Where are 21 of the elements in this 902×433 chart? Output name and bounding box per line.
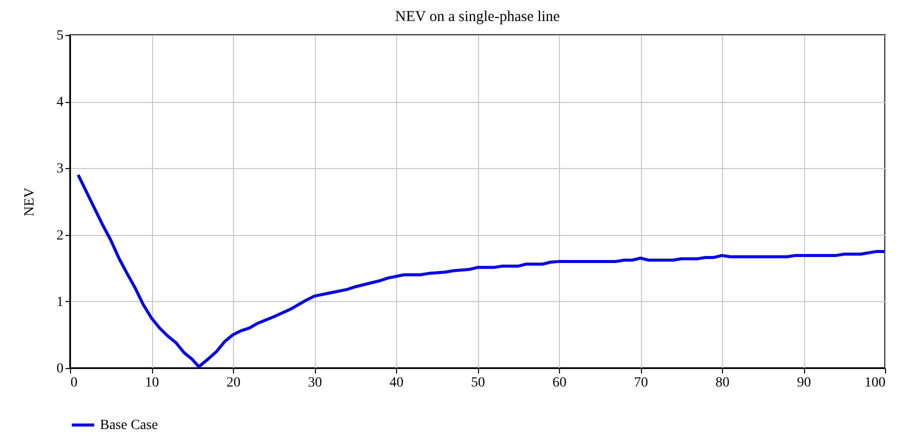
y-tick-label: 0 bbox=[56, 362, 64, 376]
y-tick-label: 2 bbox=[56, 228, 64, 244]
x-tick-label: 50 bbox=[471, 376, 485, 390]
chart-title: NEV on a single-phase line bbox=[395, 9, 560, 25]
x-tick-label: 30 bbox=[308, 376, 322, 390]
x-tick-label: 70 bbox=[634, 376, 648, 390]
y-axis-title: NEV bbox=[22, 188, 38, 216]
x-tick-label: 0 bbox=[70, 376, 78, 390]
x-tick-label: 90 bbox=[797, 376, 811, 390]
y-tick-label: 1 bbox=[56, 294, 64, 310]
x-tick-label: 100 bbox=[864, 376, 886, 390]
x-tick-label: 40 bbox=[390, 376, 404, 390]
y-tick-label: 5 bbox=[56, 28, 64, 44]
legend-label: Base Case bbox=[100, 418, 158, 433]
y-tick-label: 3 bbox=[56, 162, 64, 177]
line-series bbox=[76, 173, 886, 368]
x-tick-label: 80 bbox=[716, 376, 730, 390]
y-tick-label: 4 bbox=[56, 95, 64, 110]
x-tick-label: 20 bbox=[226, 376, 240, 390]
x-tick-label: 60 bbox=[552, 376, 566, 390]
x-tick-label: 10 bbox=[145, 376, 159, 390]
